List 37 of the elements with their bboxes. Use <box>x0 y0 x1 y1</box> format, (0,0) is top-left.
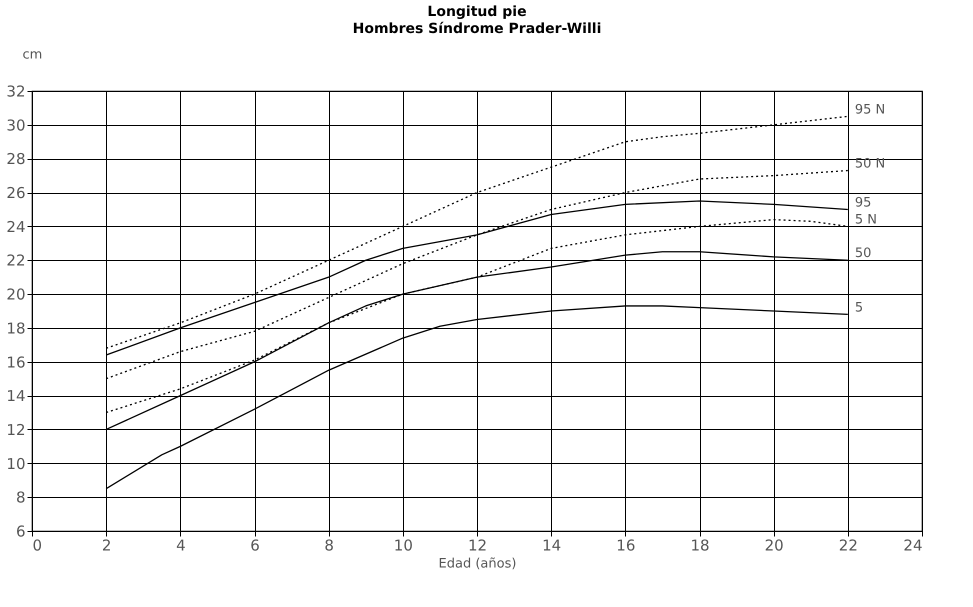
series-label: 50 N <box>854 156 886 172</box>
y-tick-label: 10 <box>6 454 26 473</box>
y-tick-label: 16 <box>6 353 26 372</box>
y-tick-label: 22 <box>6 252 26 270</box>
y-axis-title: cm <box>22 48 42 62</box>
x-tick-label: 6 <box>250 536 260 554</box>
series-label: 95 N <box>854 102 886 118</box>
series-label: 5 <box>854 300 864 316</box>
x-tick-label: 0 <box>32 536 42 554</box>
chart-subtitle: Hombres Síndrome Prader-Willi <box>352 21 602 37</box>
y-tick-label: 32 <box>6 82 26 100</box>
x-axis-title: Edad (años) <box>438 556 516 572</box>
x-tick-label: 8 <box>324 536 334 554</box>
y-tick-label: 8 <box>16 488 26 507</box>
x-tick-label: 24 <box>903 536 922 554</box>
y-tick-label: 14 <box>6 387 26 406</box>
x-tick-label: 10 <box>394 536 413 554</box>
x-tick-label: 2 <box>102 536 112 554</box>
y-tick-label: 6 <box>16 522 26 540</box>
x-tick-label: 14 <box>542 536 562 554</box>
x-tick-label: 22 <box>838 536 858 554</box>
series-label: 95 <box>854 195 872 210</box>
y-tick-label: 24 <box>6 218 26 236</box>
x-tick-label: 18 <box>690 536 710 554</box>
y-tick-label: 12 <box>6 420 26 439</box>
chart-title: Longitud pie <box>427 4 527 20</box>
series-label: 50 <box>854 246 872 262</box>
y-tick-label: 26 <box>6 184 26 202</box>
y-tick-label: 28 <box>6 150 26 168</box>
x-tick-label: 20 <box>764 536 784 554</box>
series-label: 5 N <box>854 212 877 228</box>
x-tick-label: 16 <box>616 536 636 554</box>
y-tick-label: 20 <box>6 286 26 304</box>
x-tick-label: 4 <box>176 536 186 554</box>
y-tick-label: 18 <box>6 319 26 338</box>
y-tick-label: 30 <box>6 116 26 134</box>
x-tick-label: 12 <box>468 536 488 554</box>
